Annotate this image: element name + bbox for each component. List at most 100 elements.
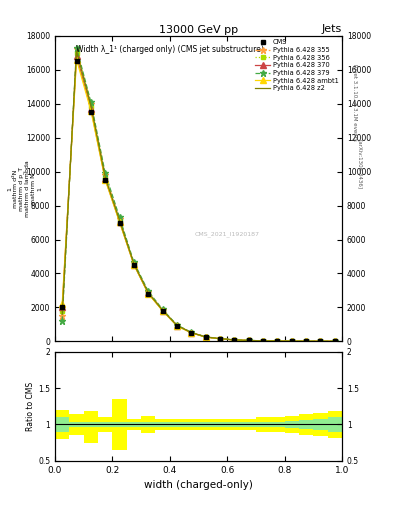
Pythia 6.428 z2 [146, 290, 151, 296]
CMS [146, 291, 151, 297]
Pythia 6.428 355 [203, 334, 208, 340]
Pythia 6.428 370 [174, 323, 179, 329]
Pythia 6.428 356 [88, 104, 93, 110]
Pythia 6.428 355 [318, 338, 323, 344]
Pythia 6.428 z2 [103, 175, 108, 181]
Pythia 6.428 355 [246, 337, 251, 344]
Pythia 6.428 356 [203, 334, 208, 340]
Pythia 6.428 370 [203, 334, 208, 340]
Pythia 6.428 ambt1 [174, 323, 179, 329]
Pythia 6.428 379 [117, 215, 122, 221]
Pythia 6.428 z2 [74, 48, 79, 54]
Pythia 6.428 379 [103, 170, 108, 176]
CMS [232, 337, 237, 343]
Pythia 6.428 355 [332, 338, 337, 345]
Pythia 6.428 z2 [261, 338, 265, 344]
Line: Pythia 6.428 370: Pythia 6.428 370 [59, 53, 338, 344]
Pythia 6.428 355 [232, 337, 237, 343]
Text: CMS_2021_I1920187: CMS_2021_I1920187 [195, 231, 260, 237]
Line: Pythia 6.428 355: Pythia 6.428 355 [59, 46, 338, 345]
Pythia 6.428 z2 [218, 335, 222, 342]
Pythia 6.428 z2 [332, 338, 337, 345]
Pythia 6.428 379 [232, 337, 237, 343]
Pythia 6.428 356 [117, 218, 122, 224]
Pythia 6.428 356 [132, 261, 136, 267]
Pythia 6.428 379 [261, 338, 265, 344]
CMS [174, 323, 179, 329]
Pythia 6.428 379 [132, 260, 136, 266]
Pythia 6.428 z2 [232, 337, 237, 343]
CMS [160, 308, 165, 314]
Pythia 6.428 ambt1 [74, 56, 79, 62]
Pythia 6.428 z2 [189, 330, 194, 336]
Pythia 6.428 z2 [304, 338, 309, 344]
CMS [261, 338, 265, 344]
Pythia 6.428 z2 [275, 338, 280, 344]
Y-axis label: Ratio to CMS: Ratio to CMS [26, 381, 35, 431]
Pythia 6.428 z2 [318, 338, 323, 344]
Line: CMS: CMS [60, 59, 337, 344]
Pythia 6.428 356 [246, 337, 251, 344]
Pythia 6.428 370 [117, 219, 122, 225]
Pythia 6.428 ambt1 [160, 308, 165, 314]
Pythia 6.428 356 [60, 308, 64, 314]
Pythia 6.428 355 [132, 260, 136, 266]
CMS [189, 330, 194, 336]
Pythia 6.428 379 [189, 329, 194, 335]
Pythia 6.428 370 [246, 337, 251, 344]
CMS [246, 337, 251, 344]
Pythia 6.428 370 [189, 330, 194, 336]
Pythia 6.428 z2 [246, 337, 251, 344]
Pythia 6.428 370 [132, 262, 136, 268]
Pythia 6.428 379 [318, 338, 323, 344]
Pythia 6.428 356 [261, 338, 265, 344]
Pythia 6.428 379 [174, 322, 179, 328]
Pythia 6.428 355 [189, 329, 194, 335]
Pythia 6.428 355 [88, 101, 93, 107]
Y-axis label: 1
mathrm d²N
mathrm d p_T
mathrm d lambda
mathrm N
1: 1 mathrm d²N mathrm d p_T mathrm d lambd… [7, 160, 42, 217]
Title: 13000 GeV pp: 13000 GeV pp [159, 25, 238, 35]
Pythia 6.428 355 [275, 338, 280, 344]
X-axis label: width (charged-only): width (charged-only) [144, 480, 253, 490]
Pythia 6.428 355 [218, 335, 222, 342]
Line: Pythia 6.428 z2: Pythia 6.428 z2 [62, 51, 335, 342]
Pythia 6.428 379 [332, 338, 337, 345]
Pythia 6.428 356 [146, 290, 151, 296]
Pythia 6.428 356 [304, 338, 309, 344]
Pythia 6.428 356 [275, 338, 280, 344]
Pythia 6.428 355 [160, 307, 165, 313]
Pythia 6.428 370 [160, 308, 165, 314]
Pythia 6.428 356 [289, 338, 294, 344]
Pythia 6.428 379 [146, 288, 151, 294]
Pythia 6.428 370 [60, 304, 64, 310]
Pythia 6.428 379 [60, 318, 64, 324]
Pythia 6.428 355 [60, 313, 64, 319]
Pythia 6.428 ambt1 [304, 338, 309, 344]
Pythia 6.428 370 [218, 336, 222, 342]
Legend: CMS, Pythia 6.428 355, Pythia 6.428 356, Pythia 6.428 370, Pythia 6.428 379, Pyt: CMS, Pythia 6.428 355, Pythia 6.428 356,… [254, 38, 340, 93]
Line: Pythia 6.428 356: Pythia 6.428 356 [60, 51, 337, 344]
Pythia 6.428 z2 [117, 218, 122, 224]
Pythia 6.428 370 [103, 176, 108, 182]
Line: Pythia 6.428 379: Pythia 6.428 379 [59, 44, 338, 345]
Pythia 6.428 355 [261, 338, 265, 344]
Pythia 6.428 370 [232, 337, 237, 343]
Pythia 6.428 355 [74, 47, 79, 53]
Pythia 6.428 370 [304, 338, 309, 344]
Pythia 6.428 z2 [160, 307, 165, 313]
Pythia 6.428 370 [289, 338, 294, 344]
Pythia 6.428 356 [103, 175, 108, 181]
Pythia 6.428 356 [332, 338, 337, 345]
Pythia 6.428 356 [160, 307, 165, 313]
Pythia 6.428 379 [275, 338, 280, 344]
Pythia 6.428 z2 [174, 323, 179, 329]
Pythia 6.428 379 [88, 99, 93, 105]
Pythia 6.428 356 [189, 330, 194, 336]
Pythia 6.428 z2 [132, 261, 136, 267]
CMS [318, 338, 323, 344]
Pythia 6.428 370 [332, 338, 337, 345]
Pythia 6.428 z2 [203, 334, 208, 340]
Text: Jets: Jets [321, 24, 342, 34]
Pythia 6.428 ambt1 [88, 108, 93, 114]
Pythia 6.428 379 [218, 335, 222, 342]
